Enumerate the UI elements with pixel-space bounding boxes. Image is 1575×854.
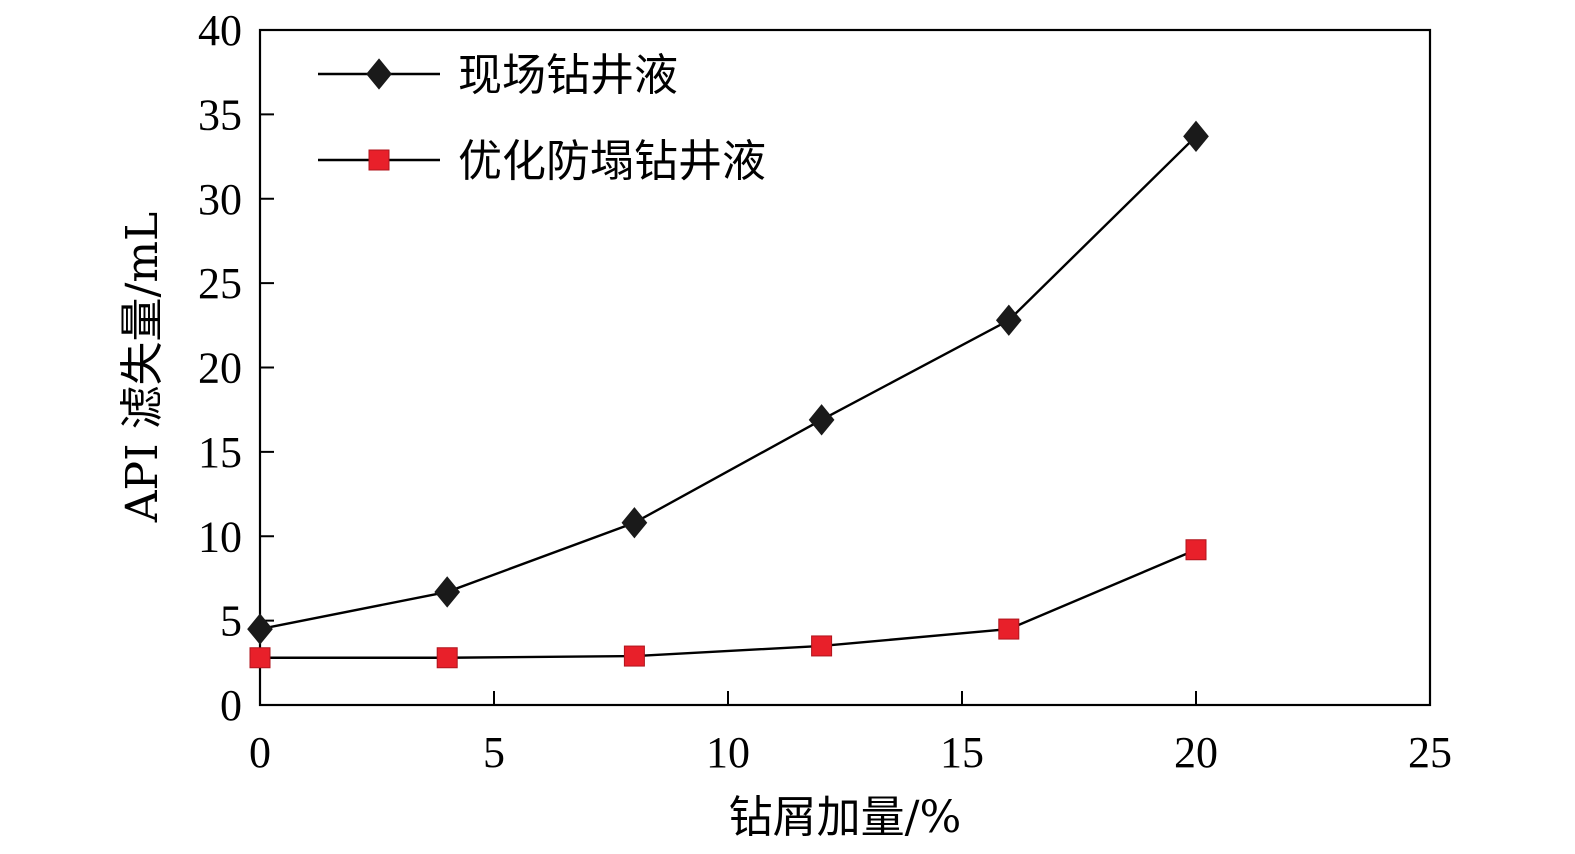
y-tick-label: 30 — [198, 175, 242, 224]
data-point-series-1 — [1183, 120, 1209, 152]
y-tick-label: 25 — [198, 259, 242, 308]
data-point-series-1 — [621, 507, 648, 539]
series-line-2 — [260, 548, 1197, 659]
data-point-series-2 — [249, 647, 271, 669]
series-lines-group — [259, 135, 1197, 659]
x-tick-label: 10 — [706, 728, 750, 777]
x-tick-label: 15 — [940, 728, 984, 777]
data-point-series-2 — [623, 645, 645, 667]
series-line-1 — [259, 135, 1197, 631]
x-tick-label: 0 — [249, 728, 271, 777]
data-point-series-2 — [811, 635, 833, 657]
data-point-series-1 — [247, 613, 273, 645]
data-point-series-1 — [808, 404, 835, 436]
data-point-series-2 — [1185, 539, 1207, 561]
plot-frame — [258, 28, 1432, 707]
y-tick-label: 5 — [220, 597, 242, 646]
legend-label: 现场钻井液 — [458, 50, 678, 101]
y-tick-label: 40 — [198, 6, 242, 55]
legend-marker — [368, 149, 390, 171]
x-tick-label: 20 — [1174, 728, 1218, 777]
data-point-series-1 — [995, 304, 1022, 336]
y-tick-label: 20 — [198, 344, 242, 393]
y-tick-label: 10 — [198, 512, 242, 561]
data-point-series-2 — [998, 618, 1020, 640]
y-tick-label: 35 — [198, 90, 242, 139]
ticks-group: 0 5 10 15 20 25 0 5 10 15 20 25 30 35 40 — [198, 6, 1452, 777]
legend-marker — [366, 58, 392, 90]
x-tick-label: 25 — [1408, 728, 1452, 777]
data-point-series-1 — [434, 576, 461, 608]
y-tick-label: 15 — [198, 428, 242, 477]
series-markers-group — [247, 120, 1209, 669]
data-point-series-2 — [436, 647, 458, 669]
legend-label: 优化防塌钻井液 — [458, 136, 766, 187]
x-tick-label: 5 — [483, 728, 505, 777]
y-axis-title: API 滤失量/mL — [117, 212, 168, 524]
y-tick-label: 0 — [220, 681, 242, 730]
x-axis-title: 钻屑加量/% — [729, 792, 962, 843]
